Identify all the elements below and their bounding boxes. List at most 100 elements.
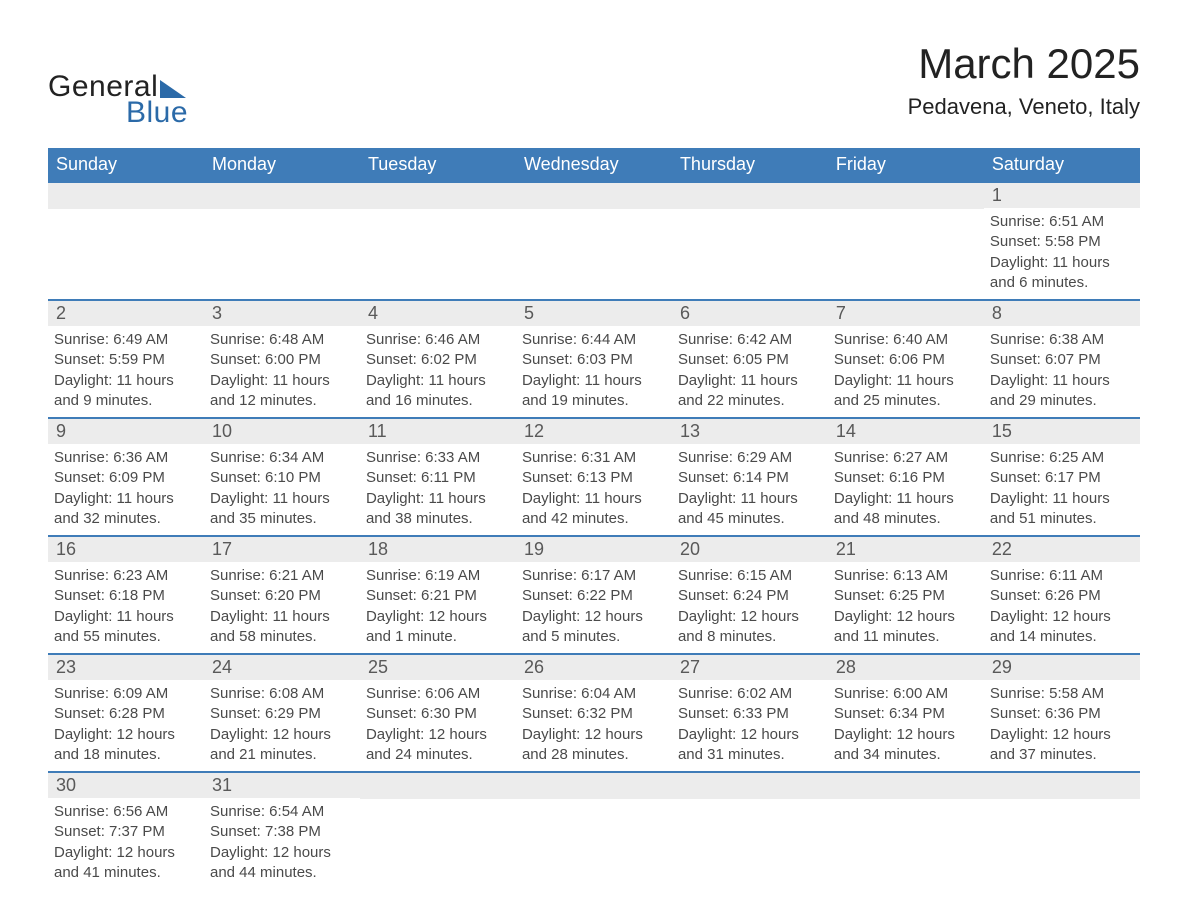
day-line-d1: Daylight: 12 hours (366, 725, 510, 745)
day-details: Sunrise: 6:54 AMSunset: 7:38 PMDaylight:… (204, 798, 360, 889)
calendar-cell: 29Sunrise: 5:58 AMSunset: 6:36 PMDayligh… (984, 654, 1140, 772)
day-line-sr: Sunrise: 6:34 AM (210, 448, 354, 468)
day-line-sr: Sunrise: 6:00 AM (834, 684, 978, 704)
day-line-d2: and 55 minutes. (54, 627, 198, 647)
day-line-sr: Sunrise: 6:29 AM (678, 448, 822, 468)
title-block: March 2025 Pedavena, Veneto, Italy (908, 40, 1140, 120)
weekday-header: Tuesday (360, 148, 516, 182)
day-number: 30 (48, 773, 204, 798)
weekday-header: Saturday (984, 148, 1140, 182)
day-line-d2: and 11 minutes. (834, 627, 978, 647)
calendar-cell: 28Sunrise: 6:00 AMSunset: 6:34 PMDayligh… (828, 654, 984, 772)
day-line-d2: and 28 minutes. (522, 745, 666, 765)
calendar-cell: 15Sunrise: 6:25 AMSunset: 6:17 PMDayligh… (984, 418, 1140, 536)
day-line-ss: Sunset: 6:22 PM (522, 586, 666, 606)
location-label: Pedavena, Veneto, Italy (908, 94, 1140, 120)
calendar-cell: 6Sunrise: 6:42 AMSunset: 6:05 PMDaylight… (672, 300, 828, 418)
calendar-cell: 27Sunrise: 6:02 AMSunset: 6:33 PMDayligh… (672, 654, 828, 772)
day-line-d2: and 5 minutes. (522, 627, 666, 647)
day-line-d1: Daylight: 12 hours (990, 607, 1134, 627)
day-line-sr: Sunrise: 6:56 AM (54, 802, 198, 822)
day-line-d2: and 35 minutes. (210, 509, 354, 529)
day-line-ss: Sunset: 6:11 PM (366, 468, 510, 488)
day-number: 26 (516, 655, 672, 680)
day-line-d2: and 9 minutes. (54, 391, 198, 411)
day-number: 9 (48, 419, 204, 444)
day-line-sr: Sunrise: 6:09 AM (54, 684, 198, 704)
day-line-d2: and 41 minutes. (54, 863, 198, 883)
day-line-d2: and 12 minutes. (210, 391, 354, 411)
day-line-d2: and 32 minutes. (54, 509, 198, 529)
day-details: Sunrise: 6:31 AMSunset: 6:13 PMDaylight:… (516, 444, 672, 535)
calendar-cell: 31Sunrise: 6:54 AMSunset: 7:38 PMDayligh… (204, 772, 360, 889)
day-line-d1: Daylight: 11 hours (210, 371, 354, 391)
day-line-sr: Sunrise: 6:51 AM (990, 212, 1134, 232)
day-number: 2 (48, 301, 204, 326)
day-line-d2: and 29 minutes. (990, 391, 1134, 411)
day-details: Sunrise: 6:13 AMSunset: 6:25 PMDaylight:… (828, 562, 984, 653)
day-line-ss: Sunset: 6:26 PM (990, 586, 1134, 606)
day-line-sr: Sunrise: 6:08 AM (210, 684, 354, 704)
day-number: 4 (360, 301, 516, 326)
day-details: Sunrise: 6:29 AMSunset: 6:14 PMDaylight:… (672, 444, 828, 535)
day-line-d2: and 16 minutes. (366, 391, 510, 411)
calendar-cell: 2Sunrise: 6:49 AMSunset: 5:59 PMDaylight… (48, 300, 204, 418)
day-number: 14 (828, 419, 984, 444)
day-line-sr: Sunrise: 6:25 AM (990, 448, 1134, 468)
day-line-sr: Sunrise: 6:54 AM (210, 802, 354, 822)
day-line-d1: Daylight: 11 hours (990, 371, 1134, 391)
day-details: Sunrise: 6:08 AMSunset: 6:29 PMDaylight:… (204, 680, 360, 771)
week-row: 1Sunrise: 6:51 AMSunset: 5:58 PMDaylight… (48, 182, 1140, 300)
day-details: Sunrise: 6:17 AMSunset: 6:22 PMDaylight:… (516, 562, 672, 653)
day-line-d1: Daylight: 12 hours (54, 843, 198, 863)
day-details: Sunrise: 6:04 AMSunset: 6:32 PMDaylight:… (516, 680, 672, 771)
calendar-cell (516, 182, 672, 300)
day-number (204, 183, 360, 209)
day-line-ss: Sunset: 6:36 PM (990, 704, 1134, 724)
day-line-d2: and 1 minute. (366, 627, 510, 647)
calendar-body: 1Sunrise: 6:51 AMSunset: 5:58 PMDaylight… (48, 182, 1140, 889)
day-number: 13 (672, 419, 828, 444)
day-number (828, 773, 984, 799)
calendar-cell: 12Sunrise: 6:31 AMSunset: 6:13 PMDayligh… (516, 418, 672, 536)
calendar-cell: 5Sunrise: 6:44 AMSunset: 6:03 PMDaylight… (516, 300, 672, 418)
day-line-ss: Sunset: 6:21 PM (366, 586, 510, 606)
day-line-sr: Sunrise: 6:44 AM (522, 330, 666, 350)
calendar-cell (984, 772, 1140, 889)
day-line-ss: Sunset: 6:09 PM (54, 468, 198, 488)
day-line-ss: Sunset: 6:32 PM (522, 704, 666, 724)
day-number: 16 (48, 537, 204, 562)
day-number: 10 (204, 419, 360, 444)
day-line-d2: and 45 minutes. (678, 509, 822, 529)
day-line-d2: and 42 minutes. (522, 509, 666, 529)
day-line-ss: Sunset: 6:16 PM (834, 468, 978, 488)
day-line-d1: Daylight: 11 hours (210, 607, 354, 627)
week-row: 30Sunrise: 6:56 AMSunset: 7:37 PMDayligh… (48, 772, 1140, 889)
day-number: 6 (672, 301, 828, 326)
calendar-cell: 4Sunrise: 6:46 AMSunset: 6:02 PMDaylight… (360, 300, 516, 418)
weekday-header: Friday (828, 148, 984, 182)
calendar-cell (516, 772, 672, 889)
day-line-ss: Sunset: 6:14 PM (678, 468, 822, 488)
calendar-cell: 20Sunrise: 6:15 AMSunset: 6:24 PMDayligh… (672, 536, 828, 654)
calendar-cell: 17Sunrise: 6:21 AMSunset: 6:20 PMDayligh… (204, 536, 360, 654)
week-row: 16Sunrise: 6:23 AMSunset: 6:18 PMDayligh… (48, 536, 1140, 654)
day-number (672, 773, 828, 799)
day-line-d1: Daylight: 11 hours (366, 489, 510, 509)
day-number: 19 (516, 537, 672, 562)
day-number: 25 (360, 655, 516, 680)
day-line-d2: and 31 minutes. (678, 745, 822, 765)
calendar-cell (672, 182, 828, 300)
calendar-cell: 19Sunrise: 6:17 AMSunset: 6:22 PMDayligh… (516, 536, 672, 654)
day-details: Sunrise: 6:56 AMSunset: 7:37 PMDaylight:… (48, 798, 204, 889)
day-number: 11 (360, 419, 516, 444)
calendar-cell (48, 182, 204, 300)
day-line-ss: Sunset: 5:58 PM (990, 232, 1134, 252)
day-details: Sunrise: 6:40 AMSunset: 6:06 PMDaylight:… (828, 326, 984, 417)
day-details: Sunrise: 6:44 AMSunset: 6:03 PMDaylight:… (516, 326, 672, 417)
day-number: 3 (204, 301, 360, 326)
day-details: Sunrise: 6:46 AMSunset: 6:02 PMDaylight:… (360, 326, 516, 417)
logo-word-2: Blue (126, 96, 188, 130)
day-details: Sunrise: 6:42 AMSunset: 6:05 PMDaylight:… (672, 326, 828, 417)
day-line-ss: Sunset: 6:05 PM (678, 350, 822, 370)
